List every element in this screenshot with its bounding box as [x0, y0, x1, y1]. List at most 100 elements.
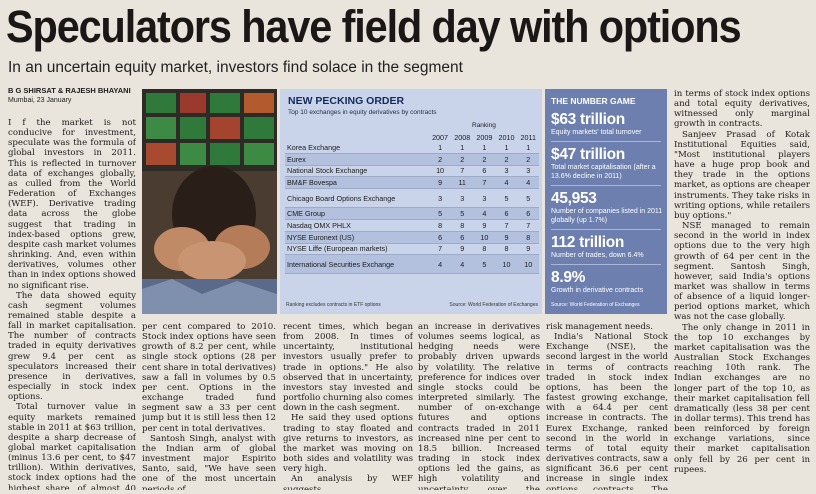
table-row: CME Group 5 5 4 6 6 — [285, 207, 539, 220]
table-header-year: 2009 — [476, 132, 493, 142]
exchange-name: CME Group — [285, 207, 429, 220]
rank-cell: 1 — [451, 142, 474, 154]
pecking-source: Source: World Federation of Exchanges — [449, 302, 538, 308]
exchange-name: BM&F Bovespa — [285, 176, 429, 190]
article-paragraph: in terms of stock index options and tota… — [674, 89, 810, 130]
exchange-name: Chicago Board Options Exchange — [285, 188, 429, 209]
rank-cell: 7 — [517, 219, 539, 232]
exchange-name: NYSE Liffe (European markets) — [285, 243, 429, 256]
divider — [551, 229, 661, 230]
rank-cell: 6 — [451, 231, 474, 244]
exchange-name: NYSE Euronext (US) — [285, 231, 429, 244]
stat-value: $47 trillion — [551, 146, 625, 163]
number-game-source: Source: World Federation of Exchanges — [551, 302, 640, 308]
stat-value: $63 trillion — [551, 111, 625, 128]
rank-cell: 5 — [473, 254, 496, 275]
rank-cell: 4 — [451, 254, 474, 275]
pecking-order-box: NEW PECKING ORDER Top 10 exchanges in eq… — [280, 89, 542, 314]
rank-cell: 1 — [429, 142, 452, 154]
rank-cell: 8 — [495, 243, 518, 256]
rank-cell: 8 — [429, 219, 452, 232]
rank-cell: 7 — [495, 219, 518, 232]
table-header-year: 2007 — [432, 132, 449, 142]
rank-cell: 4 — [473, 207, 496, 220]
rank-cell: 7 — [429, 243, 452, 256]
table-row: BM&F Bovespa 9 11 7 4 4 — [285, 176, 539, 190]
rank-cell: 7 — [473, 176, 496, 190]
rank-cell: 6 — [429, 231, 452, 244]
stat-caption: Total market capitalisation (after a 13.… — [551, 164, 656, 180]
rank-cell: 6 — [495, 207, 518, 220]
rank-cell: 4 — [429, 254, 452, 275]
exchange-name: Nasdaq OMX PHLX — [285, 219, 429, 232]
rank-cell: 5 — [517, 188, 539, 209]
rank-cell: 8 — [517, 231, 539, 244]
table-header-row: 2007 2008 2009 2010 2011 — [285, 132, 539, 142]
rank-cell: 1 — [495, 142, 518, 154]
article-paragraph: NSE managed to remain second in the worl… — [674, 221, 810, 323]
table-header-blank — [285, 132, 429, 142]
rank-cell: 3 — [429, 188, 452, 209]
article-photo — [142, 89, 277, 314]
article-paragraph: The data showed equity cash segment volu… — [8, 290, 136, 403]
exchange-name: Eurex — [285, 153, 429, 166]
table-row: International Securities Exchange 4 4 5 … — [285, 254, 539, 275]
rank-cell: 10 — [473, 231, 496, 244]
rank-cell: 10 — [429, 165, 452, 178]
table-row: NYSE Euronext (US) 6 6 10 9 8 — [285, 231, 539, 244]
pecking-table: 2007 2008 2009 2010 2011 Korea Exchange … — [285, 132, 539, 275]
article-paragraph: Sanjeev Prasad of Kotak Institutional Eq… — [674, 129, 810, 221]
article-column-6: in terms of stock index options and tota… — [674, 89, 810, 490]
stat-caption: Growth in derivative contracts — [551, 287, 644, 294]
article-paragraph: India's National Stock Exchange (NSE), t… — [546, 332, 668, 490]
rank-cell: 4 — [495, 176, 518, 190]
stat-caption: Equity markets' total turnover — [551, 129, 642, 136]
rank-cell: 9 — [495, 231, 518, 244]
rank-cell: 4 — [517, 176, 539, 190]
rank-cell: 9 — [473, 219, 496, 232]
rank-cell: 10 — [495, 254, 518, 275]
table-row: Nasdaq OMX PHLX 8 8 9 7 7 — [285, 219, 539, 232]
stat-value: 8.9% — [551, 269, 586, 286]
stat-value: 112 trillion — [551, 234, 625, 251]
article-paragraph: Total turnover value in equity markets r… — [8, 402, 136, 490]
article-column-5: risk management needs. India's National … — [546, 322, 668, 490]
rank-cell: 3 — [495, 165, 518, 178]
rank-cell: 2 — [451, 153, 474, 166]
rank-cell: 3 — [451, 188, 474, 209]
article-paragraph: risk management needs. — [546, 322, 654, 332]
divider — [551, 141, 661, 142]
pecking-title: NEW PECKING ORDER — [288, 95, 405, 107]
pecking-note: Ranking excludes contracts in ETF option… — [286, 302, 381, 308]
table-row: Korea Exchange 1 1 1 1 1 — [285, 142, 539, 154]
table-row: Chicago Board Options Exchange 3 3 3 5 5 — [285, 188, 539, 209]
article-column-4: an increase in derivatives volumes seems… — [418, 322, 540, 490]
rank-cell: 3 — [517, 165, 539, 178]
number-game-title: THE NUMBER GAME — [551, 96, 636, 106]
exchange-name: International Securities Exchange — [285, 254, 429, 275]
table-row: National Stock Exchange 10 7 6 3 3 — [285, 165, 539, 178]
rank-cell: 6 — [473, 165, 496, 178]
stat-caption: Number of trades, down 6.4% — [551, 252, 644, 259]
article-column-2: per cent compared to 2010. Stock index o… — [142, 322, 276, 490]
article-column-3: recent times, which began from 2008. In … — [283, 322, 413, 490]
pecking-subtitle: Top 10 exchanges in equity derivatives b… — [288, 109, 437, 116]
rank-cell: 9 — [451, 243, 474, 256]
number-game-box: THE NUMBER GAME $63 trillion Equity mark… — [545, 89, 667, 314]
rank-cell: 6 — [517, 207, 539, 220]
rank-cell: 3 — [473, 188, 496, 209]
byline: B G SHIRSAT & RAJESH BHAYANI — [8, 86, 131, 95]
dateline: Mumbai, 23 January — [8, 97, 72, 104]
article-paragraph: Santosh Singh, analyst with the Indian a… — [142, 433, 276, 490]
rank-cell: 2 — [429, 153, 452, 166]
rank-cell: 5 — [429, 207, 452, 220]
rank-cell: 9 — [517, 243, 539, 256]
stat-value: 45,953 — [551, 190, 597, 207]
ranking-label: Ranking — [472, 122, 496, 129]
rank-cell: 2 — [495, 153, 518, 166]
table-header-year: 2010 — [498, 132, 515, 142]
article-paragraph: He said they used options trading to sta… — [283, 413, 413, 475]
rank-cell: 1 — [517, 142, 539, 154]
pecking-footnote: Ranking excludes contracts in ETF option… — [286, 302, 538, 308]
rank-cell: 9 — [429, 176, 452, 190]
